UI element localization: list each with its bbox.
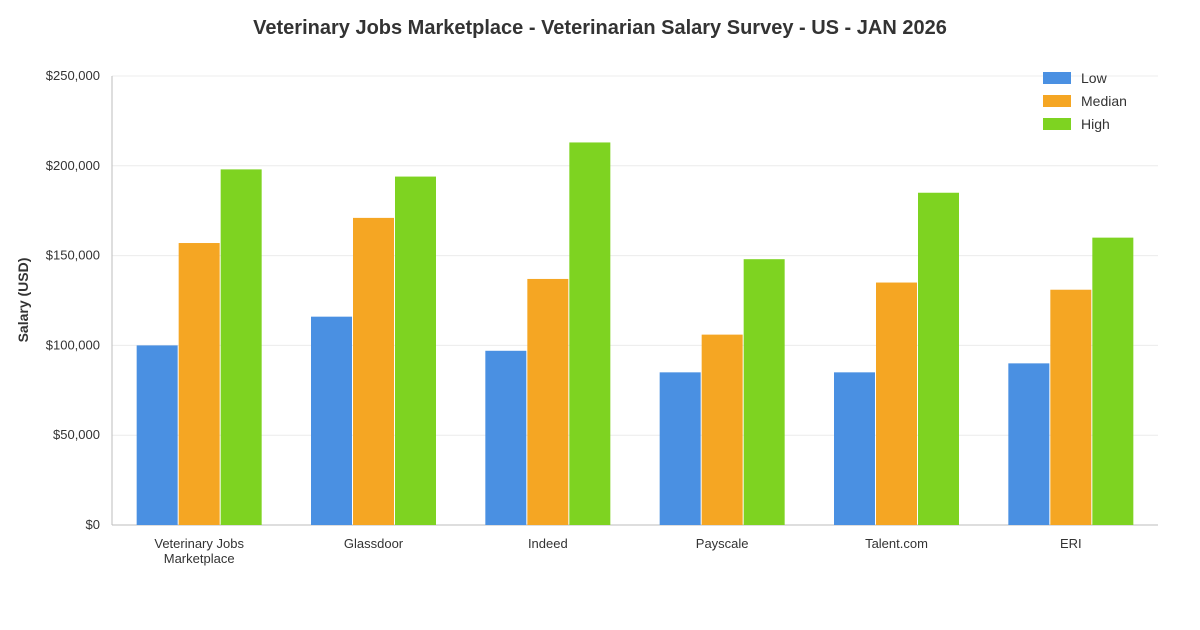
bar-high bbox=[569, 142, 611, 525]
y-tick-label: $200,000 bbox=[46, 158, 100, 173]
legend-swatch-median bbox=[1043, 95, 1071, 107]
bar-median bbox=[876, 282, 917, 525]
axes bbox=[111, 76, 1158, 526]
bar-low bbox=[659, 372, 701, 525]
x-tick-label: Glassdoor bbox=[344, 536, 404, 551]
gridlines bbox=[112, 75, 1158, 436]
y-tick-labels: $0 $50,000 $100,000 $150,000 $200,000 $250,00… bbox=[46, 68, 100, 532]
bar-high bbox=[395, 176, 436, 526]
bar-median bbox=[701, 334, 743, 525]
legend-label-median: Median bbox=[1081, 93, 1127, 109]
bar-low bbox=[485, 350, 527, 525]
x-tick-label: Talent.com bbox=[865, 536, 928, 551]
legend: Low Median High bbox=[1043, 70, 1127, 132]
bars bbox=[136, 142, 1134, 526]
y-tick-label: $100,000 bbox=[46, 337, 100, 352]
bar-low bbox=[311, 316, 352, 525]
chart-title: Veterinary Jobs Marketplace - Veterinari… bbox=[253, 17, 947, 39]
y-axis-label: Salary (USD) bbox=[15, 258, 31, 343]
bar-high bbox=[743, 259, 785, 525]
x-tick-label: Payscale bbox=[696, 536, 749, 551]
legend-label-low: Low bbox=[1081, 70, 1108, 86]
legend-swatch-high bbox=[1043, 118, 1071, 130]
bar-high bbox=[220, 169, 262, 525]
y-tick-label: $0 bbox=[86, 517, 100, 532]
bar-low bbox=[1008, 363, 1050, 525]
legend-swatch-low bbox=[1043, 72, 1071, 84]
bar-median bbox=[527, 278, 569, 525]
y-tick-label: $250,000 bbox=[46, 68, 100, 83]
y-tick-label: $50,000 bbox=[53, 427, 100, 442]
bar-low bbox=[136, 345, 178, 525]
bar-high bbox=[1092, 237, 1134, 525]
bar-high bbox=[918, 192, 959, 526]
legend-label-high: High bbox=[1081, 116, 1110, 132]
y-tick-label: $150,000 bbox=[46, 248, 100, 263]
bar-low bbox=[834, 372, 875, 525]
x-tick-label: ERI bbox=[1060, 536, 1082, 551]
bar-median bbox=[353, 217, 394, 525]
bar-median bbox=[1050, 289, 1092, 525]
x-tick-labels: Veterinary Jobs Marketplace Glassdoor Indee… bbox=[154, 536, 1081, 566]
bar-median bbox=[178, 243, 220, 525]
x-tick-label: Veterinary Jobs Marketplace bbox=[154, 536, 244, 566]
x-tick-label: Indeed bbox=[528, 536, 568, 551]
